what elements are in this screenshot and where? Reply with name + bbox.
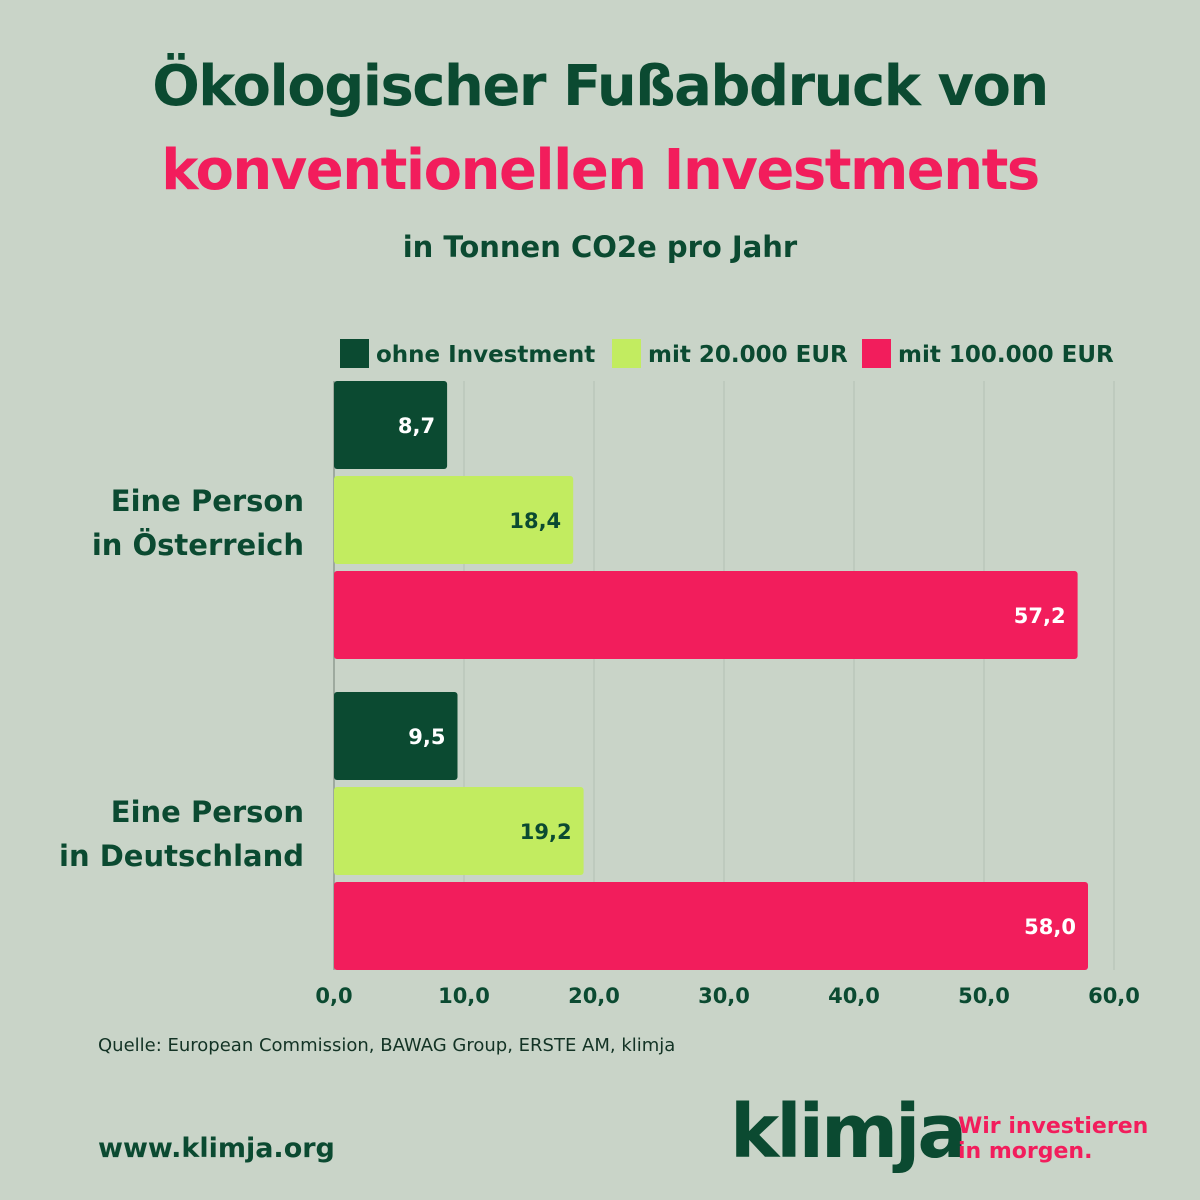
- x-tick-label-5: 50,0: [958, 984, 1010, 1008]
- chart-title-line2: konventionellen Investments: [161, 138, 1040, 203]
- x-tick-label-0: 0,0: [315, 984, 352, 1008]
- legend-label-0: ohne Investment: [376, 342, 595, 368]
- bar-label-s0-c0: 8,7: [398, 414, 435, 438]
- bar-label-s1-c0: 18,4: [509, 509, 561, 533]
- legend-swatch-1: [612, 339, 641, 368]
- bar-s0-c1: [334, 692, 458, 780]
- bar-s1-c0: [334, 476, 574, 564]
- category-label-germany-line2: in Deutschland: [59, 839, 304, 873]
- bar-s2-c1: [334, 882, 1088, 970]
- bar-label-s1-c1: 19,2: [520, 820, 572, 844]
- x-tick-label-3: 30,0: [698, 984, 750, 1008]
- legend-swatch-0: [340, 339, 369, 368]
- bar-label-s2-c1: 58,0: [1024, 915, 1076, 939]
- legend-label-2: mit 100.000 EUR: [898, 342, 1114, 368]
- x-tick-label-4: 40,0: [828, 984, 880, 1008]
- source-note: Quelle: European Commission, BAWAG Group…: [98, 1035, 676, 1056]
- legend-swatch-2: [862, 339, 891, 368]
- x-tick-label-1: 10,0: [438, 984, 490, 1008]
- bar-s1-c1: [334, 787, 584, 875]
- bar-label-s2-c0: 57,2: [1014, 604, 1066, 628]
- tagline-line1: Wir investieren: [958, 1114, 1149, 1139]
- bar-s2-c0: [334, 571, 1078, 659]
- klimja-logo: klimja: [730, 1089, 967, 1175]
- tagline: Wir investieren in morgen.: [958, 1114, 1148, 1164]
- chart-subtitle: in Tonnen CO2e pro Jahr: [402, 230, 798, 264]
- category-label-germany: Eine Person in Deutschland: [59, 790, 304, 878]
- bar-s0-c0: [334, 381, 448, 469]
- chart-title-line1: Ökologischer Fußabdruck von: [152, 54, 1049, 119]
- legend-label-1: mit 20.000 EUR: [648, 342, 848, 368]
- x-tick-label-2: 20,0: [568, 984, 620, 1008]
- website-link[interactable]: www.klimja.org: [98, 1133, 335, 1164]
- category-label-germany-line1: Eine Person: [110, 795, 304, 829]
- category-label-austria: Eine Person in Österreich: [92, 479, 304, 567]
- bar-chart: 0,0 10,0 20,0 30,0 40,0 50,0 60,0 8,7 9,5 18,4 19,…: [315, 339, 1140, 1008]
- tagline-line2: in morgen.: [958, 1139, 1093, 1164]
- category-label-austria-line1: Eine Person: [110, 484, 304, 518]
- x-tick-label-6: 60,0: [1088, 984, 1140, 1008]
- bar-label-s0-c1: 9,5: [408, 725, 445, 749]
- category-label-austria-line2: in Österreich: [91, 528, 304, 562]
